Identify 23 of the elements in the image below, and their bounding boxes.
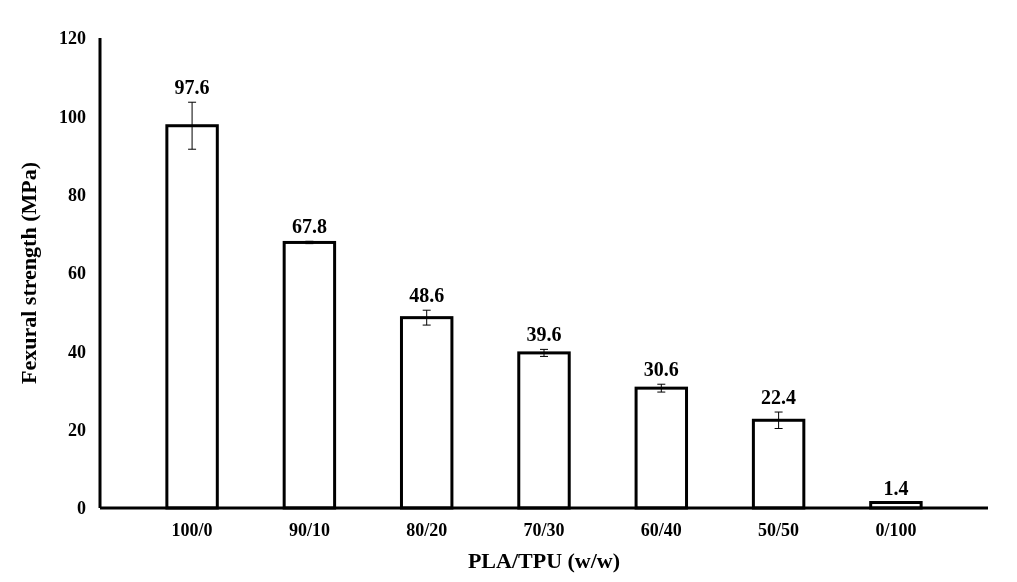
y-tick-label: 120 xyxy=(59,28,86,49)
x-tick-label: 0/100 xyxy=(875,520,917,540)
y-tick-label: 80 xyxy=(68,184,86,205)
data-label: 30.6 xyxy=(643,358,679,381)
y-tick-label: 60 xyxy=(68,263,86,284)
x-tick-label: 70/30 xyxy=(523,520,565,540)
y-tick-label: 0 xyxy=(77,498,86,519)
x-tick-label: 100/0 xyxy=(171,520,213,540)
y-axis-title: Fexural strength (MPa) xyxy=(16,162,41,384)
data-label: 67.8 xyxy=(291,215,327,238)
y-tick-label: 20 xyxy=(68,419,86,440)
data-label: 48.6 xyxy=(409,284,445,307)
data-label: 39.6 xyxy=(526,323,562,346)
x-axis-title: PLA/TPU (w/w) xyxy=(467,548,621,573)
x-tick-label: 80/20 xyxy=(406,520,448,540)
y-tick-label: 100 xyxy=(59,106,86,127)
x-tick-label: 90/10 xyxy=(288,520,330,540)
x-tick-label: 60/40 xyxy=(640,520,682,540)
data-label: 22.4 xyxy=(761,386,797,409)
data-label: 97.6 xyxy=(174,76,210,99)
x-tick-label: 50/50 xyxy=(758,520,800,540)
data-label: 1.4 xyxy=(883,476,909,499)
y-tick-label: 40 xyxy=(68,341,86,362)
